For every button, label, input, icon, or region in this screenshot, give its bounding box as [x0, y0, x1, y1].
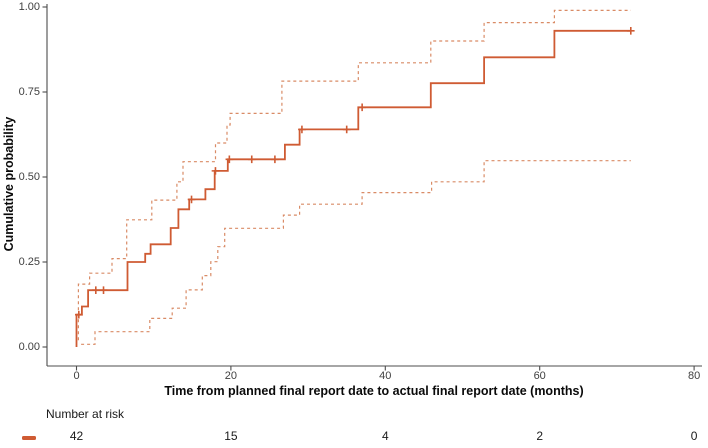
- x-axis-title: Time from planned final report date to a…: [164, 384, 584, 398]
- risk-count: 4: [381, 429, 389, 443]
- x-tick-label: 20: [224, 370, 238, 382]
- upper-95ci-curve: [77, 9, 631, 341]
- x-tick-label: 40: [379, 370, 392, 382]
- risk-count: 42: [69, 429, 84, 443]
- y-tick-label: 0.25: [18, 255, 40, 268]
- y-tick-label: 0.00: [18, 340, 40, 353]
- y-tick-label: 0.50: [18, 170, 40, 183]
- risk-table-title: Number at risk: [46, 407, 125, 421]
- x-tick-label: 0: [73, 370, 80, 382]
- risk-count: 0: [690, 429, 698, 443]
- risk-group-line-marker: [22, 436, 36, 440]
- y-tick-label: 1.00: [18, 0, 40, 13]
- lower-95ci-curve: [81, 160, 631, 345]
- y-axis-title: Cumulative probability: [2, 116, 16, 252]
- risk-count: 15: [224, 429, 238, 443]
- risk-count: 2: [536, 429, 544, 443]
- cumulative-probability-estimate-curve: [75, 29, 631, 347]
- x-tick-label: 60: [533, 370, 546, 382]
- x-tick-label: 80: [687, 370, 701, 382]
- y-tick-label: 0.75: [18, 85, 40, 98]
- censor-marks: [75, 27, 635, 319]
